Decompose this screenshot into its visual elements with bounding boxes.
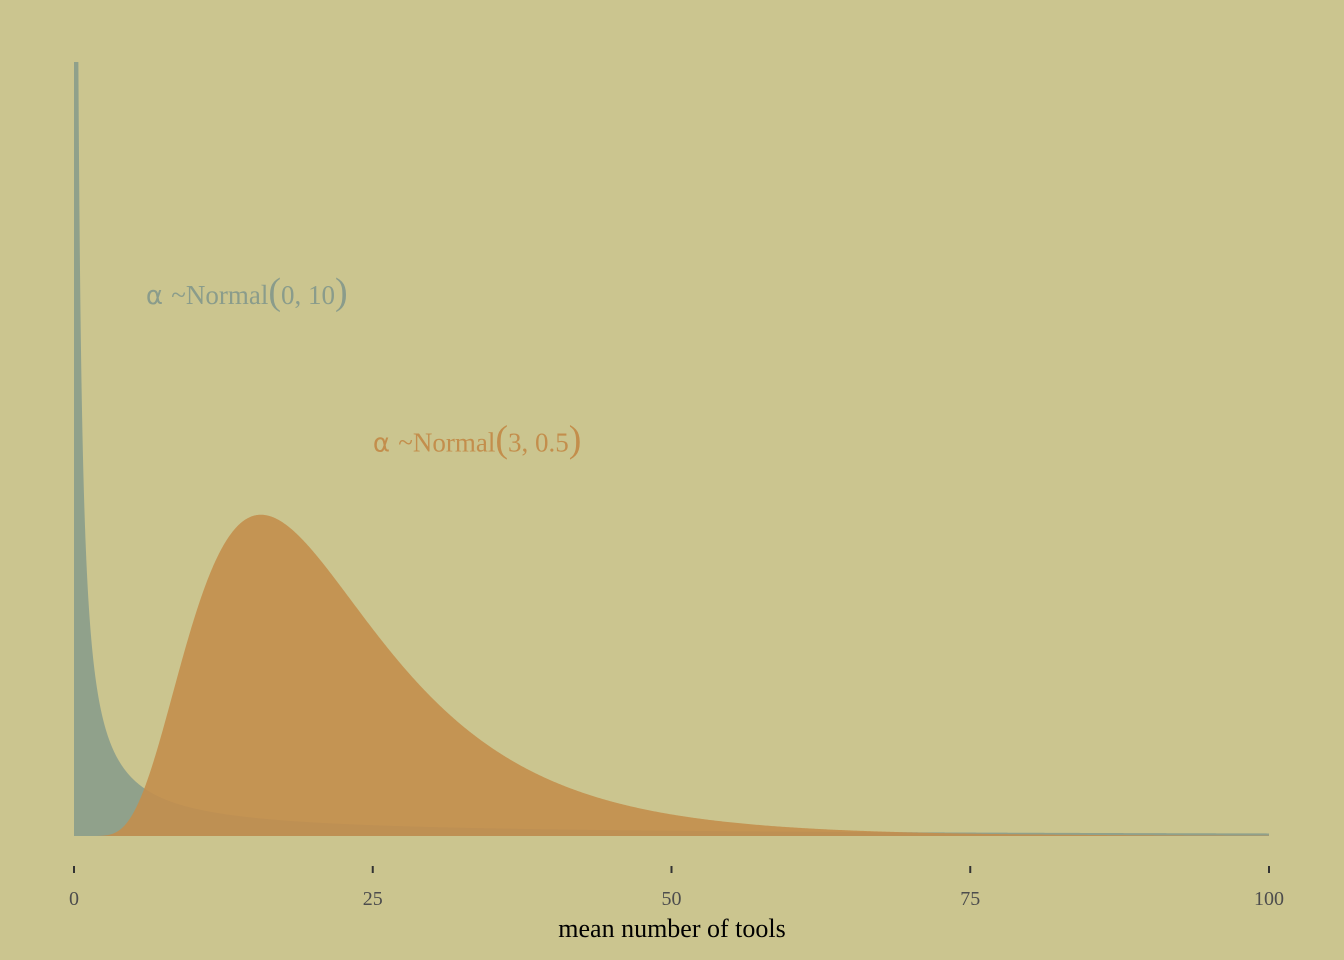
x-tick-label: 0 bbox=[69, 888, 79, 910]
x-axis: 0 25 50 75 100 bbox=[69, 866, 1284, 910]
series-annotation-2: α ~Normal(3, 0.5) bbox=[373, 418, 582, 460]
x-axis-title: mean number of tools bbox=[558, 914, 785, 943]
x-tick-label: 50 bbox=[662, 888, 682, 910]
series-annotation-1: α ~Normal(0, 10) bbox=[146, 271, 348, 313]
density-areas bbox=[74, 62, 1269, 836]
x-tick-label: 25 bbox=[363, 888, 383, 910]
x-tick-label: 75 bbox=[960, 888, 980, 910]
annotations: α ~Normal(0, 10) α ~Normal(3, 0.5) bbox=[146, 271, 582, 460]
density-area-2 bbox=[74, 514, 1269, 836]
x-tick-label: 100 bbox=[1254, 888, 1284, 910]
